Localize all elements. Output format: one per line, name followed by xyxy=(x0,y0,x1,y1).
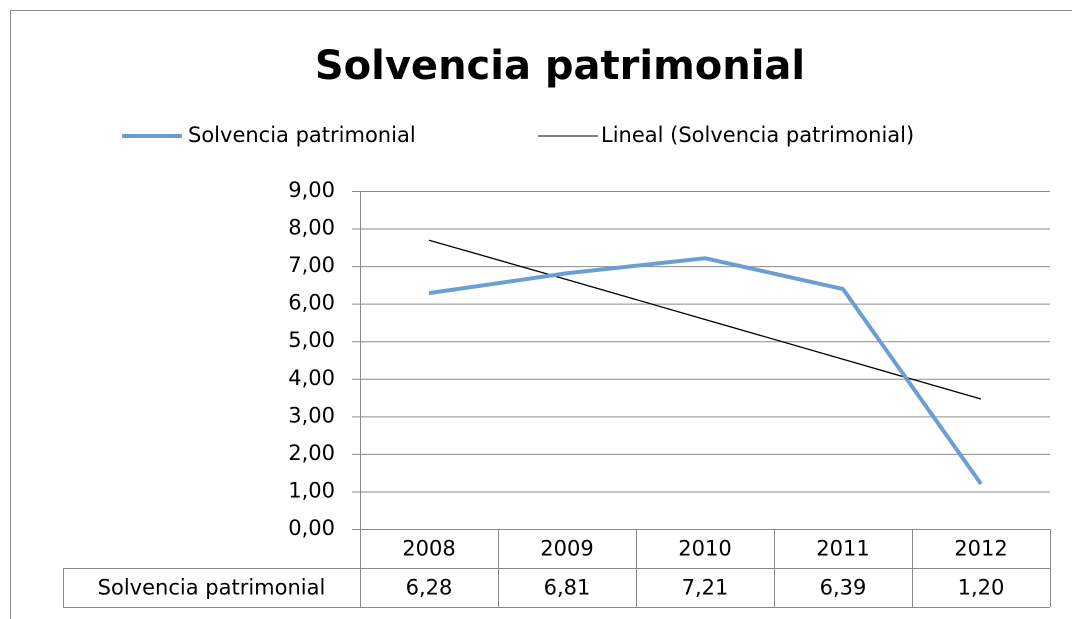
legend-label: Solvencia patrimonial xyxy=(188,123,416,147)
table-row-label: Solvencia patrimonial xyxy=(98,576,326,600)
y-tick-label: 7,00 xyxy=(288,253,335,277)
y-tick-label: 5,00 xyxy=(288,328,335,352)
table-value: 6,81 xyxy=(544,576,591,600)
table-value: 6,28 xyxy=(406,576,453,600)
trend-line xyxy=(428,239,982,400)
y-tick-label: 0,00 xyxy=(288,516,335,540)
y-tick-label: 2,00 xyxy=(288,441,335,465)
y-tick-label: 8,00 xyxy=(288,216,335,240)
legend-label: Lineal (Solvencia patrimonial) xyxy=(601,123,914,147)
y-tick-label: 3,00 xyxy=(288,403,335,427)
y-tick-label: 9,00 xyxy=(288,178,335,202)
x-tick-label: 2010 xyxy=(678,537,731,561)
x-tick-label: 2009 xyxy=(540,537,593,561)
y-tick-label: 4,00 xyxy=(288,366,335,390)
table-value: 7,21 xyxy=(682,576,729,600)
chart-title: Solvencia patrimonial xyxy=(315,43,805,89)
x-tick-label: 2012 xyxy=(954,537,1007,561)
x-tick-label: 2011 xyxy=(816,537,869,561)
y-tick-label: 6,00 xyxy=(288,291,335,315)
x-tick-label: 2008 xyxy=(402,537,455,561)
data-line xyxy=(428,256,983,486)
chart-border xyxy=(10,10,1072,619)
table-value: 1,20 xyxy=(958,576,1005,600)
y-tick-label: 1,00 xyxy=(288,478,335,502)
table-value: 6,39 xyxy=(820,576,867,600)
